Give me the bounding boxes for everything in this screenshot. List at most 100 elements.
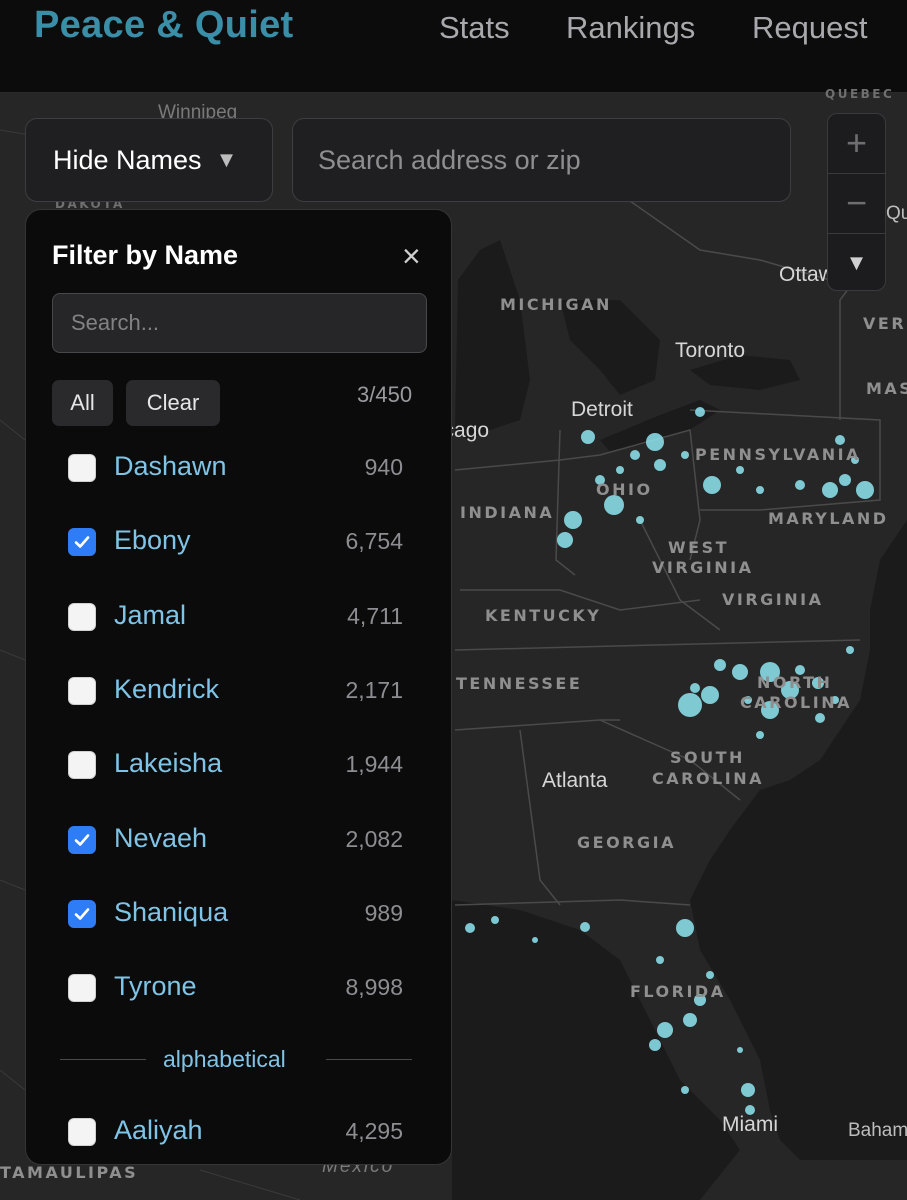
section-divider xyxy=(326,1059,412,1060)
name-count: 940 xyxy=(364,454,403,480)
checkmark-icon xyxy=(74,536,90,549)
close-icon[interactable]: × xyxy=(402,238,421,274)
top-bar: Peace & Quiet Stats Rankings Request xyxy=(0,0,907,93)
map-label-kentucky: KENTUCKY xyxy=(485,606,602,625)
name-count: 2,082 xyxy=(345,825,403,852)
section-divider xyxy=(60,1059,146,1060)
name-count: 2,171 xyxy=(345,676,403,703)
name-row[interactable]: Lakeisha 1,944 xyxy=(26,728,451,802)
map-label-ohio: OHIO xyxy=(596,480,653,499)
name-checkbox[interactable] xyxy=(68,1118,96,1146)
map-label-carolina-south: CAROLINA xyxy=(652,769,764,788)
name-row[interactable]: Kendrick 2,171 xyxy=(26,654,451,728)
name-checkbox[interactable] xyxy=(68,899,96,928)
name-row[interactable]: Aaliyah 4,295 xyxy=(26,1095,451,1164)
name-label: Shaniqua xyxy=(114,896,229,927)
name-checkbox[interactable] xyxy=(68,454,96,482)
name-label: Kendrick xyxy=(114,673,220,704)
map-label-virginia: VIRGINIA xyxy=(722,590,824,609)
map-label-west-virginia: VIRGINIA xyxy=(652,558,754,577)
compass-button[interactable]: ▼ xyxy=(845,250,868,275)
zoom-separator xyxy=(828,173,885,174)
filter-panel-title: Filter by Name xyxy=(52,240,239,270)
name-row[interactable]: Shaniqua 989 xyxy=(26,877,451,951)
name-checkbox[interactable] xyxy=(68,676,96,705)
city-label-winnipeg: Winnipeg xyxy=(158,102,238,123)
zoom-control: + − ▼ xyxy=(827,113,886,291)
clear-button[interactable]: Clear xyxy=(126,380,220,426)
name-row[interactable]: Ebony 6,754 xyxy=(26,505,451,579)
map-label-tamaulipas: TAMAULIPAS xyxy=(0,1163,139,1182)
name-row[interactable]: Tyrone 8,998 xyxy=(26,951,451,1025)
name-checkbox[interactable] xyxy=(68,974,96,1003)
lake-michigan xyxy=(455,240,530,440)
checkmark-icon xyxy=(74,907,90,920)
nav-stats[interactable]: Stats xyxy=(439,10,510,45)
name-label: Ebony xyxy=(114,525,191,556)
name-count: 8,998 xyxy=(345,974,403,1001)
map-label-georgia: GEORGIA xyxy=(577,833,676,852)
name-count: 6,754 xyxy=(345,528,403,555)
section-label-alphabetical: alphabetical xyxy=(163,1046,286,1072)
zoom-out-button[interactable]: − xyxy=(845,182,868,223)
name-label: Tyrone xyxy=(114,971,197,1002)
checkmark-icon xyxy=(74,833,90,846)
lake-huron xyxy=(560,300,660,395)
city-label-atlanta: Atlanta xyxy=(542,769,608,792)
filter-panel: Filter by Name × All Clear 3/450 Dashawn… xyxy=(25,209,452,1165)
nav-request[interactable]: Request xyxy=(752,10,868,45)
city-label-toronto: Toronto xyxy=(675,339,746,362)
atlantic-ocean xyxy=(690,520,907,1160)
map-label-carolina-north: CAROLINA xyxy=(740,693,852,712)
map-label-south: SOUTH xyxy=(670,748,745,767)
map-label-north: NORTH xyxy=(757,673,833,692)
name-label: Jamal xyxy=(114,599,187,630)
name-row[interactable]: Dashawn 940 xyxy=(26,431,451,505)
lake-erie xyxy=(600,400,720,452)
name-count: 989 xyxy=(364,899,403,926)
name-count: 4,295 xyxy=(345,1118,403,1144)
name-checkbox[interactable] xyxy=(68,602,96,631)
brand-logo[interactable]: Peace & Quiet xyxy=(34,4,294,46)
name-search-input[interactable] xyxy=(52,293,427,353)
lake-ontario xyxy=(690,355,800,390)
name-label: Nevaeh xyxy=(114,822,208,853)
map-label-indiana: INDIANA xyxy=(460,503,555,522)
caret-down-icon: ▼ xyxy=(215,147,238,172)
name-row[interactable]: Jamal 4,711 xyxy=(26,580,451,654)
address-search-input[interactable] xyxy=(292,118,791,202)
map-label-maryland: MARYLAND xyxy=(768,509,889,528)
map-label-west: WEST xyxy=(668,538,730,557)
name-checkbox[interactable] xyxy=(68,528,96,557)
map-canvas[interactable]: MICHIGAN PENNSYLVANIA OHIO INDIANA MARYL… xyxy=(0,87,907,1200)
name-label: Lakeisha xyxy=(114,748,223,779)
map-label-tennessee: TENNESSEE xyxy=(456,674,583,693)
name-checkbox[interactable] xyxy=(68,825,96,854)
map-label-michigan: MICHIGAN xyxy=(500,295,612,314)
heat-layer xyxy=(465,407,874,1115)
city-label-quebec-city: Qu xyxy=(886,203,907,224)
map-base xyxy=(0,129,907,1200)
name-label: Aaliyah xyxy=(114,1115,203,1145)
map-label-florida: FLORIDA xyxy=(630,982,726,1001)
name-count: 4,711 xyxy=(347,602,403,629)
select-all-button[interactable]: All xyxy=(52,380,113,426)
map-label-bahamas: Bahamas xyxy=(848,1120,907,1141)
hide-names-button[interactable]: Hide Names ▼ xyxy=(25,118,273,202)
name-count: 1,944 xyxy=(345,751,403,778)
city-label-miami: Miami xyxy=(722,1113,778,1136)
name-label: Dashawn xyxy=(114,451,227,481)
name-checkbox[interactable] xyxy=(68,751,96,780)
name-row[interactable]: Nevaeh 2,082 xyxy=(26,803,451,877)
selected-count: 3/450 xyxy=(357,382,413,407)
hide-names-label: Hide Names xyxy=(53,144,202,175)
zoom-in-button[interactable]: + xyxy=(845,122,868,163)
map-label-massachusetts: MAS xyxy=(866,379,907,398)
city-label-detroit: Detroit xyxy=(571,398,633,421)
gulf-of-mexico xyxy=(452,900,740,1200)
zoom-separator xyxy=(828,233,885,234)
map-label-quebec: QUEBEC xyxy=(825,87,895,101)
nav-rankings[interactable]: Rankings xyxy=(566,10,696,45)
map-label-pennsylvania: PENNSYLVANIA xyxy=(695,445,861,464)
